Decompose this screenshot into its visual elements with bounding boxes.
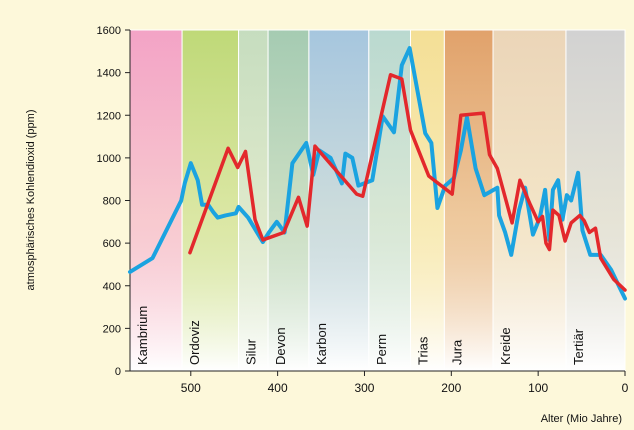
- y-tick-label: 400: [103, 281, 121, 293]
- period-label: Kambrium: [135, 306, 150, 365]
- period-label: Karbon: [314, 323, 329, 365]
- y-axis-label: atmosphärisches Kohlendioxid (ppm): [25, 110, 37, 291]
- period-label: Perm: [374, 334, 389, 365]
- period-band: [565, 29, 626, 372]
- y-tick-label: 1400: [97, 68, 121, 80]
- period-label: Trias: [416, 336, 431, 365]
- y-tick-label: 1600: [97, 25, 121, 37]
- series-line: [188, 73, 627, 292]
- period-label: Devon: [273, 327, 288, 365]
- y-tick-label: 0: [115, 366, 121, 378]
- period-band: [443, 29, 494, 372]
- x-tick-label: 400: [268, 381, 288, 395]
- period-label: Jura: [449, 339, 464, 365]
- period-label: Silur: [244, 338, 259, 365]
- y-tick-label: 800: [103, 196, 121, 208]
- y-tick-label: 1200: [97, 110, 121, 122]
- x-tick-label: 500: [181, 381, 201, 395]
- period-label: Tertiär: [571, 328, 586, 365]
- x-tick-label: 300: [354, 381, 374, 395]
- x-tick-label: 0: [622, 381, 629, 395]
- period-label: Ordoviz: [187, 320, 202, 365]
- y-tick-label: 200: [103, 323, 121, 335]
- series-line: [128, 46, 627, 301]
- y-tick-label: 600: [103, 238, 121, 250]
- x-tick-label: 100: [528, 381, 548, 395]
- x-tick-label: 200: [441, 381, 461, 395]
- period-band: [308, 29, 370, 372]
- y-tick-label: 1000: [97, 153, 121, 165]
- period-band: [129, 29, 183, 372]
- x-axis-label: Alter (Mio Jahre): [541, 413, 622, 425]
- period-label: Kreide: [498, 327, 513, 365]
